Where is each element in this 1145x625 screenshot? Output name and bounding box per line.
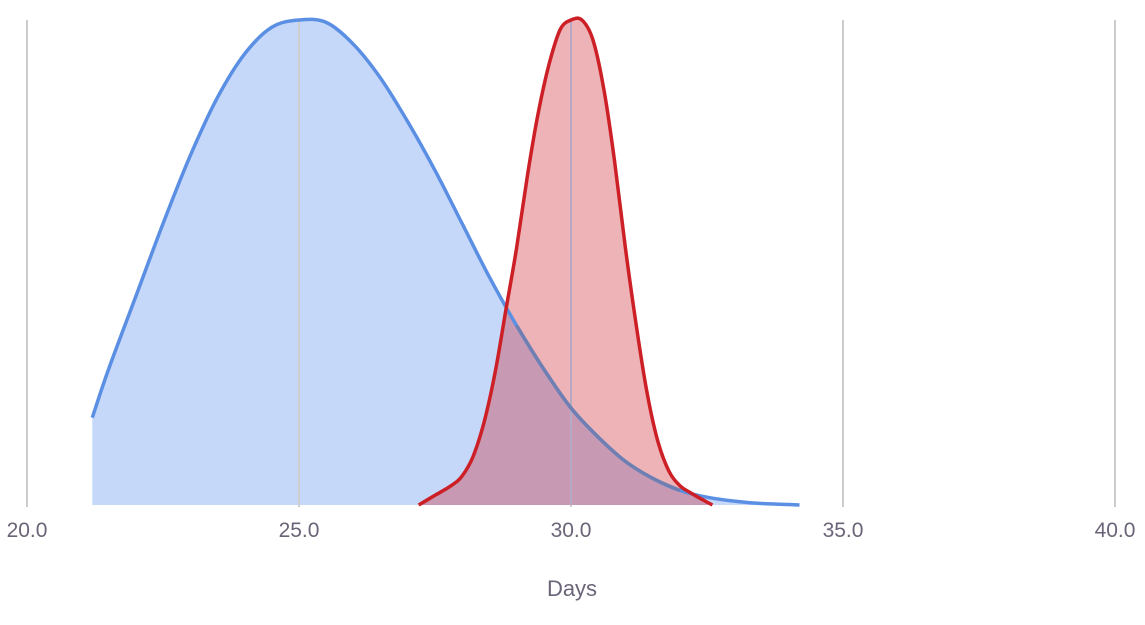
- blue-line-overlap-segment: [515, 324, 681, 493]
- red-distribution-area: [418, 18, 713, 506]
- x-tick-label: 30.0: [551, 519, 592, 542]
- x-tick-label: 40.0: [1095, 519, 1136, 542]
- red-distribution-line: [417, 16, 714, 507]
- x-tick-label: 20.0: [7, 519, 48, 542]
- x-tick-label: 35.0: [823, 519, 864, 542]
- x-tick-labels: 20.0 25.0 30.0 35.0 40.0: [7, 519, 1136, 542]
- x-tick-label: 25.0: [279, 519, 320, 542]
- mean-lines: [298, 20, 572, 505]
- x-axis-title: Days: [547, 576, 597, 601]
- blue-distribution-area: [92, 19, 800, 506]
